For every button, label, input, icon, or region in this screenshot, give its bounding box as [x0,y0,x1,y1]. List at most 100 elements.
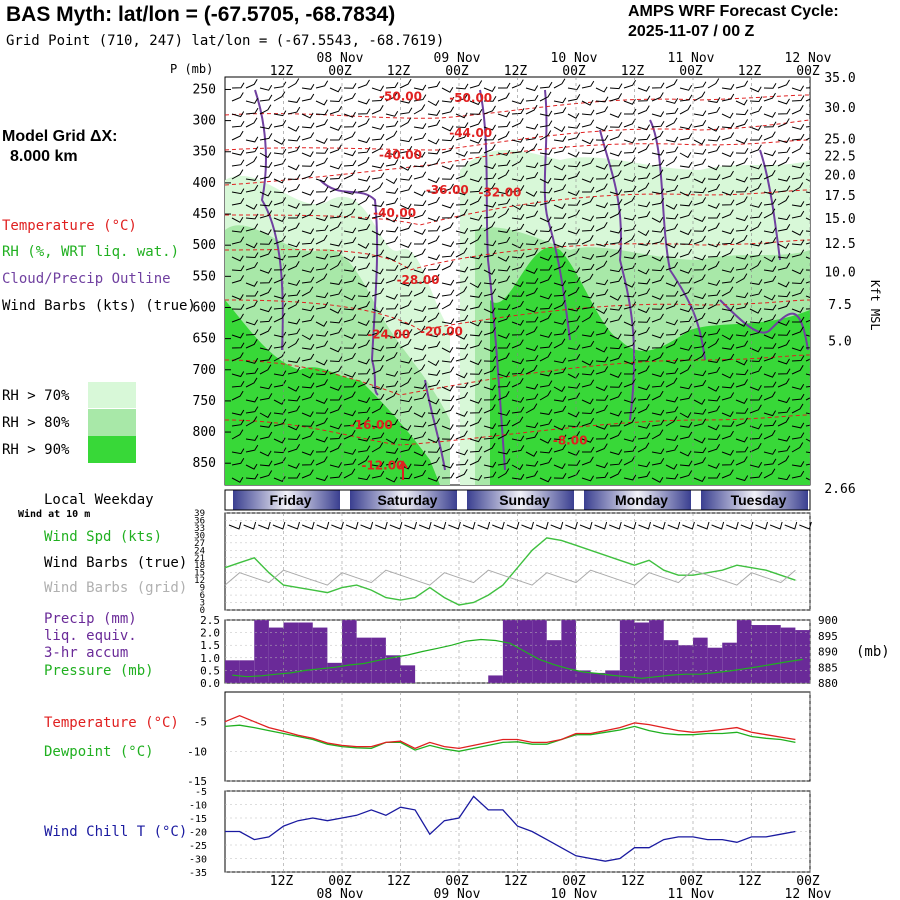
grid-point-label: Grid Point (710, 247) lat/lon = (-67.554… [6,33,445,49]
wind-barb [623,291,637,298]
wind-barb [707,434,721,441]
wind-barb [483,240,497,247]
wind-barb [399,406,413,414]
precip-tick-label: 1.0 [200,652,220,665]
wind-barb [259,316,273,323]
temperature-contour-label: -28.00 [397,273,440,287]
surface-wind-barb [462,521,476,530]
wind-barb [665,319,679,326]
bottom-date-label: 08 Nov [317,887,364,900]
wind-barb [385,226,399,233]
wind-barb [651,92,664,102]
wind-speed-tick-label: 0 [200,606,205,616]
wind-barb [441,443,454,453]
wind-speed-tick-label: 15 [194,569,205,579]
wind-barb [595,212,609,219]
wind-barb [693,148,707,155]
wind-barb [441,250,455,258]
wind-barb [511,136,525,143]
wind-barb [456,160,469,167]
wind-barb [553,222,566,232]
wind-barb [609,237,623,245]
wind-barb [441,366,455,375]
wind-barb [441,318,455,325]
wind-barb [539,197,553,206]
wind-barb [329,279,343,285]
wind-barb [553,434,567,441]
wind-barb [441,241,455,248]
wind-barb [651,352,664,362]
bottom-time-label: 12Z [621,874,645,889]
wind-barb [329,423,343,430]
wind-barb [679,171,693,180]
wind-barb [399,367,413,375]
wind-barb [329,433,343,440]
wind-barb [399,174,413,181]
wind-barb [595,96,609,103]
wind-barb [777,368,791,375]
wind-barb [525,432,539,440]
wind-barb [525,94,539,102]
surface-wind-barb [696,521,710,530]
wind-barb [259,171,273,180]
wind-barb [427,379,441,388]
wind-barb [301,305,315,312]
wind-barb [805,412,810,415]
wind-barb [665,252,679,259]
wind-barb [791,403,804,414]
wind-barb [511,281,524,288]
wind-barb [791,470,805,479]
precip-bar [693,637,708,683]
wind-barb [343,294,356,301]
pressure-tick-label: 850 [193,456,216,471]
wind-barb [707,241,721,248]
wind-barb [399,290,413,297]
wind-barb [567,421,581,428]
wind-barb [693,254,706,261]
temperature-contour-2 [225,119,810,151]
wind-barbs-grid-legend: Wind Barbs (grid) [44,580,188,596]
wind-barb [399,261,412,271]
wind-barb [525,326,538,336]
wind-barb [259,287,272,297]
wind-barb [707,299,720,310]
wind-barb [455,150,468,157]
height-tick-label: 2.66 [824,482,855,497]
wind-barb [329,144,342,154]
wind-barb [665,329,679,336]
wind-barb [273,341,287,349]
wind-barb [427,148,441,155]
wind-barb [637,355,651,362]
wind-barb [721,238,735,245]
wind-barb [693,187,707,194]
wind-barb [343,429,356,440]
wind-barb [665,242,678,249]
wind-barb [469,214,483,221]
wind-barb [637,326,650,336]
wind-barb [259,325,272,336]
wind-barb [805,217,810,221]
wind-barb [469,369,483,375]
wind-barb [245,444,259,453]
wind-barb [483,211,497,219]
wind-barb [525,210,539,219]
wind-barb [721,209,734,219]
wind-barb [665,463,678,470]
wind-barb [595,144,608,154]
weekday-cell [233,490,340,510]
wind-barb [791,268,804,275]
wind-barb [427,398,440,405]
wind-barb [399,300,412,310]
wind-barb [637,422,651,429]
wind-barb [679,200,693,207]
wind-barb [693,138,706,145]
wind-barb [609,410,622,417]
wind-barb [707,135,721,142]
wind-barb [259,248,272,258]
wind-barb [231,265,245,272]
wind-barb [805,113,810,116]
wind-barb [623,79,637,89]
wind-barb [441,173,455,180]
wind-barb [287,405,301,414]
wind-barb [441,96,455,103]
